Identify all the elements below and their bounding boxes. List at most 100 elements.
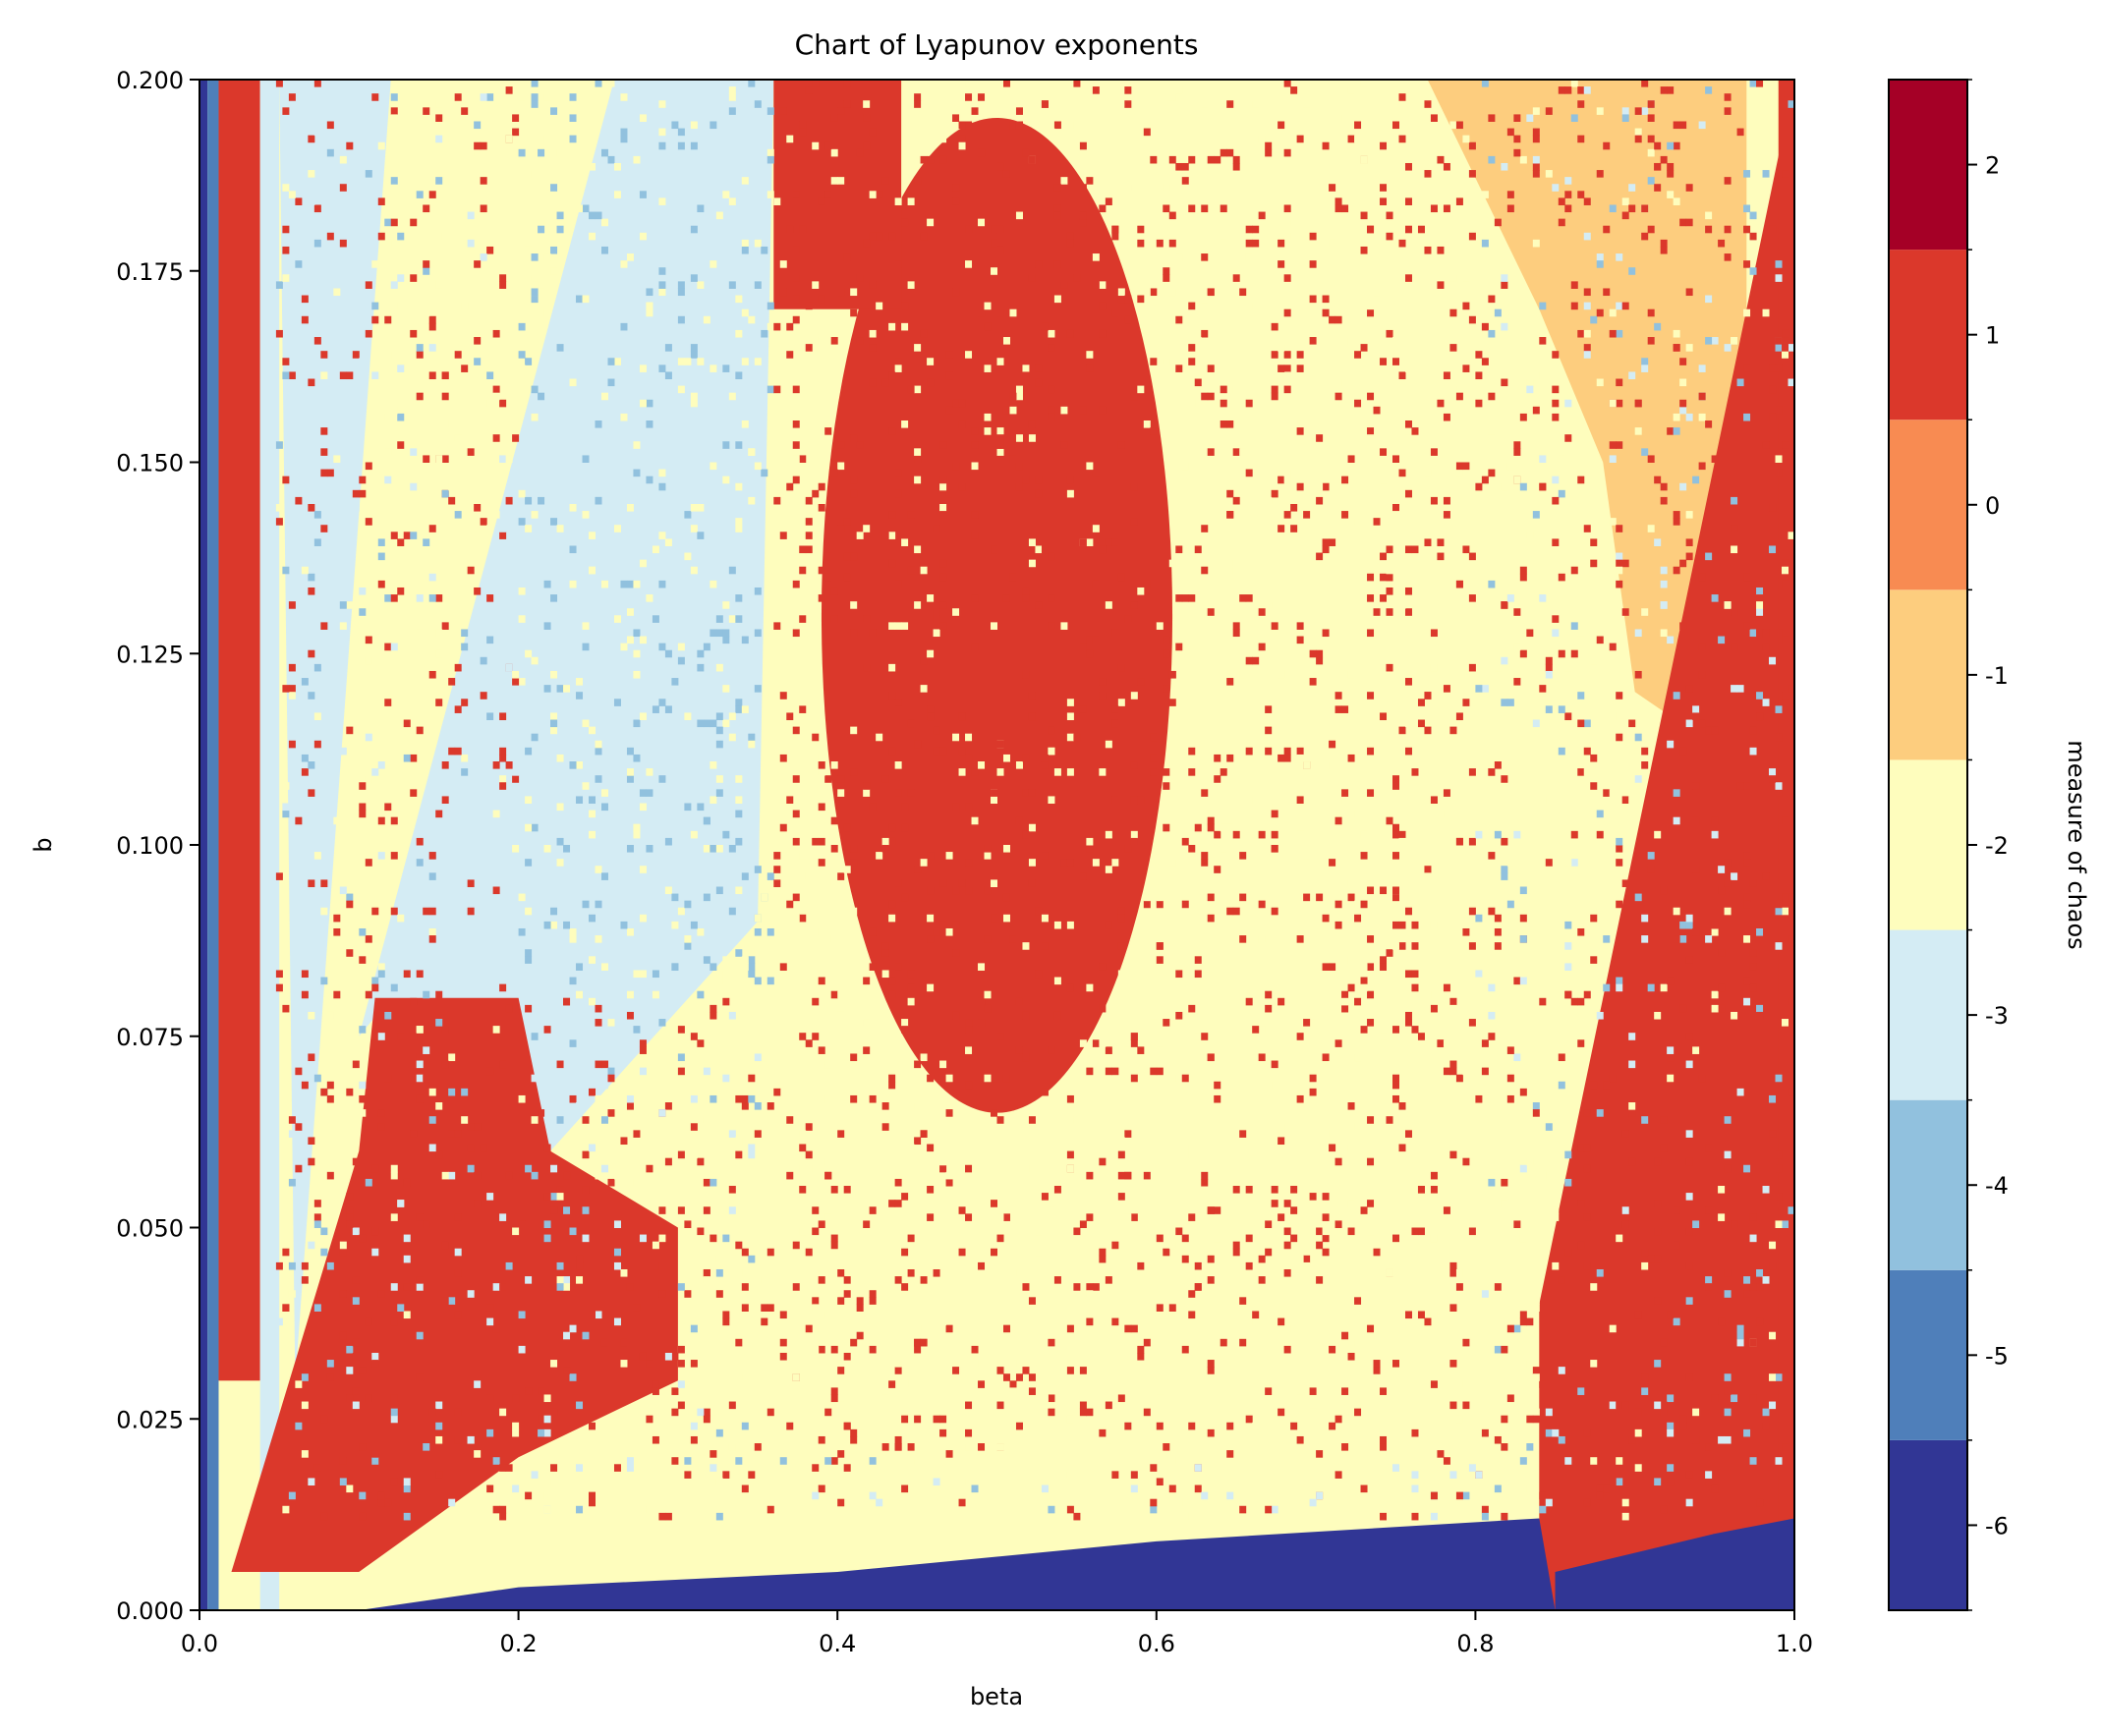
heatmap-cell (876, 191, 883, 198)
heatmap-cell (390, 1164, 398, 1173)
heatmap-cell (715, 726, 723, 735)
heatmap-cell (1698, 413, 1706, 421)
heatmap-cell (952, 1367, 960, 1374)
heatmap-cell (1380, 956, 1388, 964)
heatmap-cell (978, 1380, 986, 1388)
heatmap-cell (1513, 977, 1521, 985)
heatmap-cell (1124, 1213, 1132, 1221)
heatmap-cell (684, 1290, 692, 1298)
heatmap-cell (1265, 747, 1273, 756)
heatmap-cell (945, 1178, 953, 1187)
x-tick-label: 0.0 (181, 1630, 218, 1657)
heatmap-cell (1194, 378, 1202, 387)
heatmap-cell (728, 1206, 736, 1214)
heatmap-cell (677, 281, 685, 289)
heatmap-cell (1519, 935, 1527, 943)
heatmap-cell (563, 1367, 571, 1374)
heatmap-cell (1066, 476, 1074, 484)
heatmap-cell (818, 1220, 825, 1228)
heatmap-cell (1214, 107, 1221, 115)
heatmap-cell (914, 740, 922, 749)
heatmap-cell (1117, 907, 1125, 916)
heatmap-cell (589, 1491, 596, 1500)
heatmap-cell (556, 148, 564, 157)
heatmap-cell (448, 1297, 456, 1305)
heatmap-cell (1066, 1505, 1074, 1514)
heatmap-cell (1022, 1164, 1030, 1173)
heatmap-cell (901, 1026, 909, 1034)
heatmap-cell (1711, 990, 1719, 999)
heatmap-cell (646, 789, 653, 797)
heatmap-cell (1086, 1213, 1094, 1221)
heatmap-cell (1232, 629, 1240, 638)
heatmap-cell (1111, 538, 1119, 546)
heatmap-cell (1539, 1505, 1547, 1514)
heatmap-cell (282, 782, 290, 790)
heatmap-cell (741, 1094, 749, 1103)
heatmap-cell (1220, 239, 1227, 248)
heatmap-cell (1322, 141, 1330, 150)
heatmap-cell (410, 754, 418, 762)
heatmap-cell (1577, 719, 1585, 728)
heatmap-cell (626, 747, 634, 756)
heatmap-cell (397, 587, 405, 595)
heatmap-cell (512, 434, 520, 442)
heatmap-cell (1641, 1387, 1649, 1395)
heatmap-cell (869, 1290, 877, 1298)
colorbar-bin (1889, 250, 1967, 420)
heatmap-cell (1143, 1171, 1151, 1180)
heatmap-cell (1156, 344, 1164, 352)
heatmap-cell (1443, 413, 1450, 421)
heatmap-cell (818, 337, 825, 345)
heatmap-cell (863, 114, 871, 122)
heatmap-cell (550, 246, 558, 254)
heatmap-cell (1048, 747, 1055, 756)
heatmap-cell (1762, 441, 1770, 449)
heatmap-cell (850, 768, 858, 776)
heatmap-cell (1181, 1150, 1189, 1159)
heatmap-cell (313, 997, 321, 1006)
heatmap-cell (748, 1150, 756, 1159)
heatmap-cell (1404, 162, 1412, 171)
heatmap-cell (550, 712, 558, 721)
heatmap-cell (1673, 518, 1680, 526)
heatmap-cell (295, 1123, 303, 1131)
heatmap-cell (1022, 670, 1030, 679)
heatmap-cell (715, 789, 723, 797)
heatmap-cell (1226, 148, 1234, 157)
heatmap-cell (346, 538, 354, 546)
heatmap-cell (1156, 1304, 1164, 1312)
heatmap-cell (600, 1060, 608, 1069)
heatmap-cell (428, 872, 436, 880)
heatmap-cell (556, 344, 564, 352)
heatmap-cell (1532, 170, 1540, 178)
heatmap-cell (613, 1261, 621, 1270)
heatmap-cell (728, 1011, 736, 1020)
heatmap-cell (754, 358, 762, 365)
heatmap-cell (556, 225, 564, 234)
heatmap-cell (1577, 692, 1585, 700)
heatmap-cell (1616, 837, 1623, 846)
heatmap-cell (646, 594, 653, 602)
heatmap-cell (492, 886, 500, 895)
heatmap-cell (850, 552, 858, 561)
heatmap-cell (1150, 1150, 1158, 1159)
heatmap-cell (703, 956, 710, 964)
heatmap-cell (474, 1171, 482, 1180)
heatmap-cell (1475, 399, 1483, 408)
heatmap-cell (824, 1457, 832, 1465)
heatmap-cell (703, 1206, 710, 1214)
heatmap-cell (1501, 482, 1508, 491)
heatmap-cell (288, 1491, 296, 1500)
heatmap-cell (582, 900, 590, 909)
heatmap-cell (894, 1435, 902, 1444)
heatmap-cell (1660, 1505, 1668, 1514)
heatmap-cell (550, 1408, 558, 1417)
heatmap-region-1 (207, 80, 219, 1610)
heatmap-cell (1175, 315, 1183, 324)
heatmap-cell (1788, 935, 1794, 943)
heatmap-cell (505, 1261, 513, 1270)
heatmap-cell (1028, 692, 1036, 700)
heatmap-cell (1545, 859, 1553, 867)
heatmap-cell (677, 1283, 685, 1291)
